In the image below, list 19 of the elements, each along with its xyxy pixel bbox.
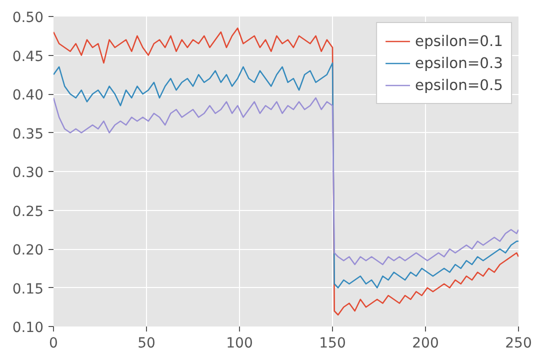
- x-tick-label: 100: [226, 336, 253, 352]
- x-tick-label: 200: [412, 336, 439, 352]
- y-tick-label: 0.50: [12, 10, 44, 26]
- y-tick-label: 0.15: [12, 281, 44, 298]
- y-tick-label: 0.30: [12, 165, 44, 181]
- x-tick-label: 0: [49, 336, 58, 352]
- x-tick-label: 150: [319, 336, 346, 352]
- y-tick-label: 0.25: [12, 204, 44, 220]
- legend-label: epsilon=0.3: [415, 54, 503, 72]
- y-tick-label: 0.35: [12, 126, 44, 142]
- y-tick-label: 0.45: [12, 48, 44, 65]
- y-tick-label: 0.40: [12, 88, 44, 104]
- line-series: [54, 97, 518, 266]
- legend-label: epsilon=0.5: [415, 76, 503, 94]
- y-tick-label: 0.10: [12, 320, 44, 336]
- x-tick-label: 50: [138, 336, 156, 352]
- x-tick-label: 250: [505, 336, 532, 352]
- legend-label: epsilon=0.1: [415, 32, 503, 50]
- y-tick-label: 0.20: [12, 242, 44, 258]
